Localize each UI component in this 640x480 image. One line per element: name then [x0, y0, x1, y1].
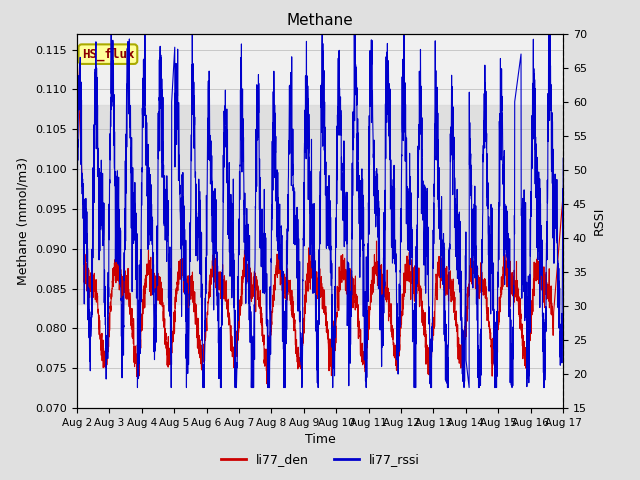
Y-axis label: Methane (mmol/m3): Methane (mmol/m3) — [17, 157, 30, 285]
X-axis label: Time: Time — [305, 433, 335, 446]
Text: HS_flux: HS_flux — [82, 48, 134, 61]
Title: Methane: Methane — [287, 13, 353, 28]
Bar — [77, 105, 563, 304]
Y-axis label: RSSI: RSSI — [593, 206, 605, 235]
Legend: li77_den, li77_rssi: li77_den, li77_rssi — [216, 448, 424, 471]
